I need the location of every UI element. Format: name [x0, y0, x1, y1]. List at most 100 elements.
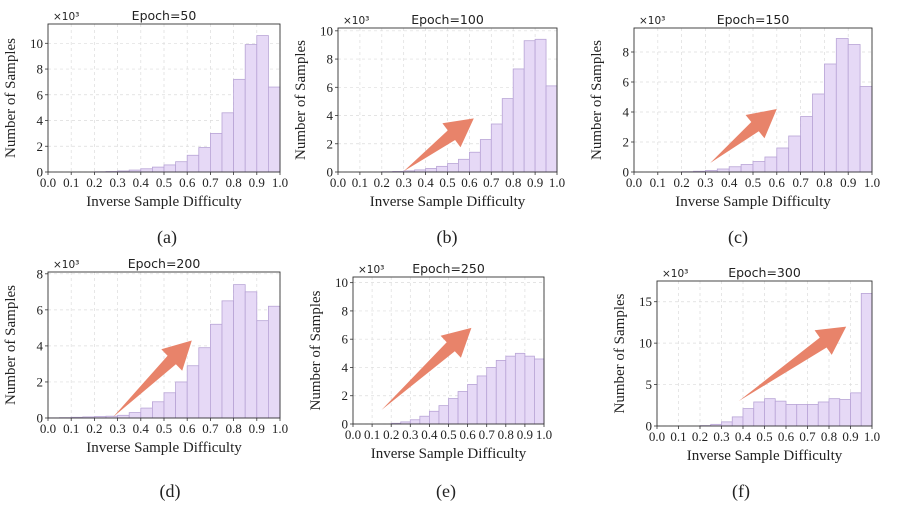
histogram-bar	[221, 112, 235, 173]
histogram-bar	[800, 116, 813, 173]
histogram-bar	[495, 359, 507, 425]
histogram-bar	[534, 38, 547, 173]
histogram-bar	[788, 135, 802, 173]
x-tick-label: 0.1	[670, 429, 686, 444]
panel-label-e: (e)	[436, 481, 456, 502]
chart-title: Epoch=150	[717, 12, 790, 27]
histogram-bar	[198, 147, 211, 173]
x-tick-label: 1.0	[536, 427, 552, 442]
y-tick-label: 4	[327, 108, 334, 123]
x-tick-label: 0.7	[792, 175, 809, 190]
histogram-bar	[198, 347, 211, 419]
histogram-bar	[721, 421, 733, 427]
x-tick-label: 0.5	[745, 175, 761, 190]
histogram-bar	[512, 68, 525, 173]
x-tick-label: 0.9	[249, 175, 265, 190]
x-tick-label: 0.1	[352, 175, 368, 190]
x-tick-label: 0.8	[225, 421, 241, 436]
chart-panel-epoch-150: 0.0 0.1 0.2 0.3 0.4 0.5 0.6 0.7 0.8 0.9 1.0 0 2 4 6 8 ×1…	[589, 12, 880, 210]
histogram-bar	[824, 63, 837, 173]
histogram-bar	[807, 404, 819, 427]
x-tick-label: 0.6	[179, 175, 196, 190]
x-tick-label: 0.4	[133, 421, 150, 436]
x-axis-label: Inverse Sample Difficulty	[675, 194, 831, 210]
y-tick-label: 2	[342, 388, 349, 403]
x-axis-label: Inverse Sample Difficulty	[371, 446, 527, 462]
x-axis-label: Inverse Sample Difficulty	[370, 194, 526, 210]
y-tick-label: 6	[327, 80, 334, 95]
histogram-bar	[221, 300, 235, 419]
x-tick-label: 0.2	[673, 175, 689, 190]
histogram-bar	[505, 355, 516, 425]
x-tick-label: 0.6	[179, 421, 196, 436]
histogram-bar	[425, 168, 437, 173]
histogram-bar	[448, 398, 459, 425]
chart-panel-epoch-200: 0.0 0.1 0.2 0.3 0.4 0.5 0.6 0.7 0.8 0.9 1.0 0 2 4 6 8 ×1…	[3, 256, 288, 456]
axis-multiplier: ×10³	[662, 268, 688, 280]
y-tick-label: 8	[37, 62, 44, 77]
x-tick-label: 0.3	[109, 421, 125, 436]
x-tick-label: 0.3	[109, 175, 125, 190]
y-tick-label: 8	[37, 266, 44, 281]
histogram-bar	[859, 86, 873, 173]
x-tick-label: 0.0	[345, 427, 361, 442]
x-tick-label: 0.2	[692, 429, 708, 444]
axis-multiplier: ×10³	[639, 15, 665, 27]
histogram-bar	[501, 98, 514, 173]
x-tick-label: 0.9	[842, 429, 858, 444]
trend-arrow	[710, 109, 777, 163]
x-tick-label: 0.5	[439, 175, 455, 190]
panel-label-d: (d)	[160, 481, 181, 502]
histogram-bar	[151, 166, 165, 173]
histogram-bar	[476, 375, 488, 425]
trend-arrow	[403, 118, 474, 172]
x-tick-label: 1.0	[272, 421, 288, 436]
y-tick-label: 0	[37, 165, 44, 180]
y-tick-label: 10	[639, 336, 652, 351]
y-tick-label: 6	[342, 332, 349, 347]
y-tick-label: 0	[646, 419, 653, 434]
histogram-bar	[457, 391, 468, 425]
histogram-bar	[479, 139, 492, 173]
trend-arrow	[738, 326, 847, 402]
histogram-bar	[209, 132, 223, 173]
x-tick-label: 0.7	[799, 429, 816, 444]
chart-title: Epoch=200	[128, 256, 201, 271]
y-tick-label: 4	[342, 360, 349, 375]
histogram-bar	[151, 401, 165, 419]
y-tick-label: 15	[639, 294, 652, 309]
x-tick-label: 0.8	[821, 429, 837, 444]
histogram-bar	[458, 158, 470, 173]
histogram-bar	[140, 168, 153, 173]
x-tick-label: 0.4	[133, 175, 150, 190]
histogram-bar	[467, 384, 478, 425]
panel-label-f: (f)	[732, 481, 750, 502]
histogram-bar	[244, 44, 258, 173]
chart-title: Epoch=100	[411, 12, 484, 27]
x-tick-label: 0.4	[417, 175, 434, 190]
x-tick-label: 0.6	[769, 175, 786, 190]
x-tick-label: 0.1	[650, 175, 666, 190]
y-axis-label: Number of Samples	[612, 293, 628, 413]
axis-multiplier: ×10³	[358, 264, 384, 276]
x-tick-label: 0.3	[396, 175, 412, 190]
y-tick-label: 6	[623, 75, 630, 90]
histogram-bar	[850, 392, 862, 427]
x-tick-label: 1.0	[549, 175, 565, 190]
histogram-bar	[175, 381, 188, 419]
y-axis-label: Number of Samples	[3, 285, 19, 405]
histogram-bar	[752, 161, 766, 173]
x-tick-label: 0.2	[86, 175, 102, 190]
x-tick-label: 0.1	[364, 427, 380, 442]
axis-multiplier: ×10³	[53, 259, 79, 271]
y-tick-label: 8	[327, 52, 334, 67]
y-tick-label: 0	[37, 411, 44, 426]
histogram-bar	[128, 412, 142, 419]
chart-title: Epoch=50	[132, 8, 197, 23]
histogram-bar	[524, 355, 535, 425]
x-tick-label: 0.9	[527, 175, 543, 190]
histogram-bar	[438, 405, 449, 425]
y-tick-label: 0	[623, 165, 630, 180]
x-tick-label: 0.9	[249, 421, 265, 436]
